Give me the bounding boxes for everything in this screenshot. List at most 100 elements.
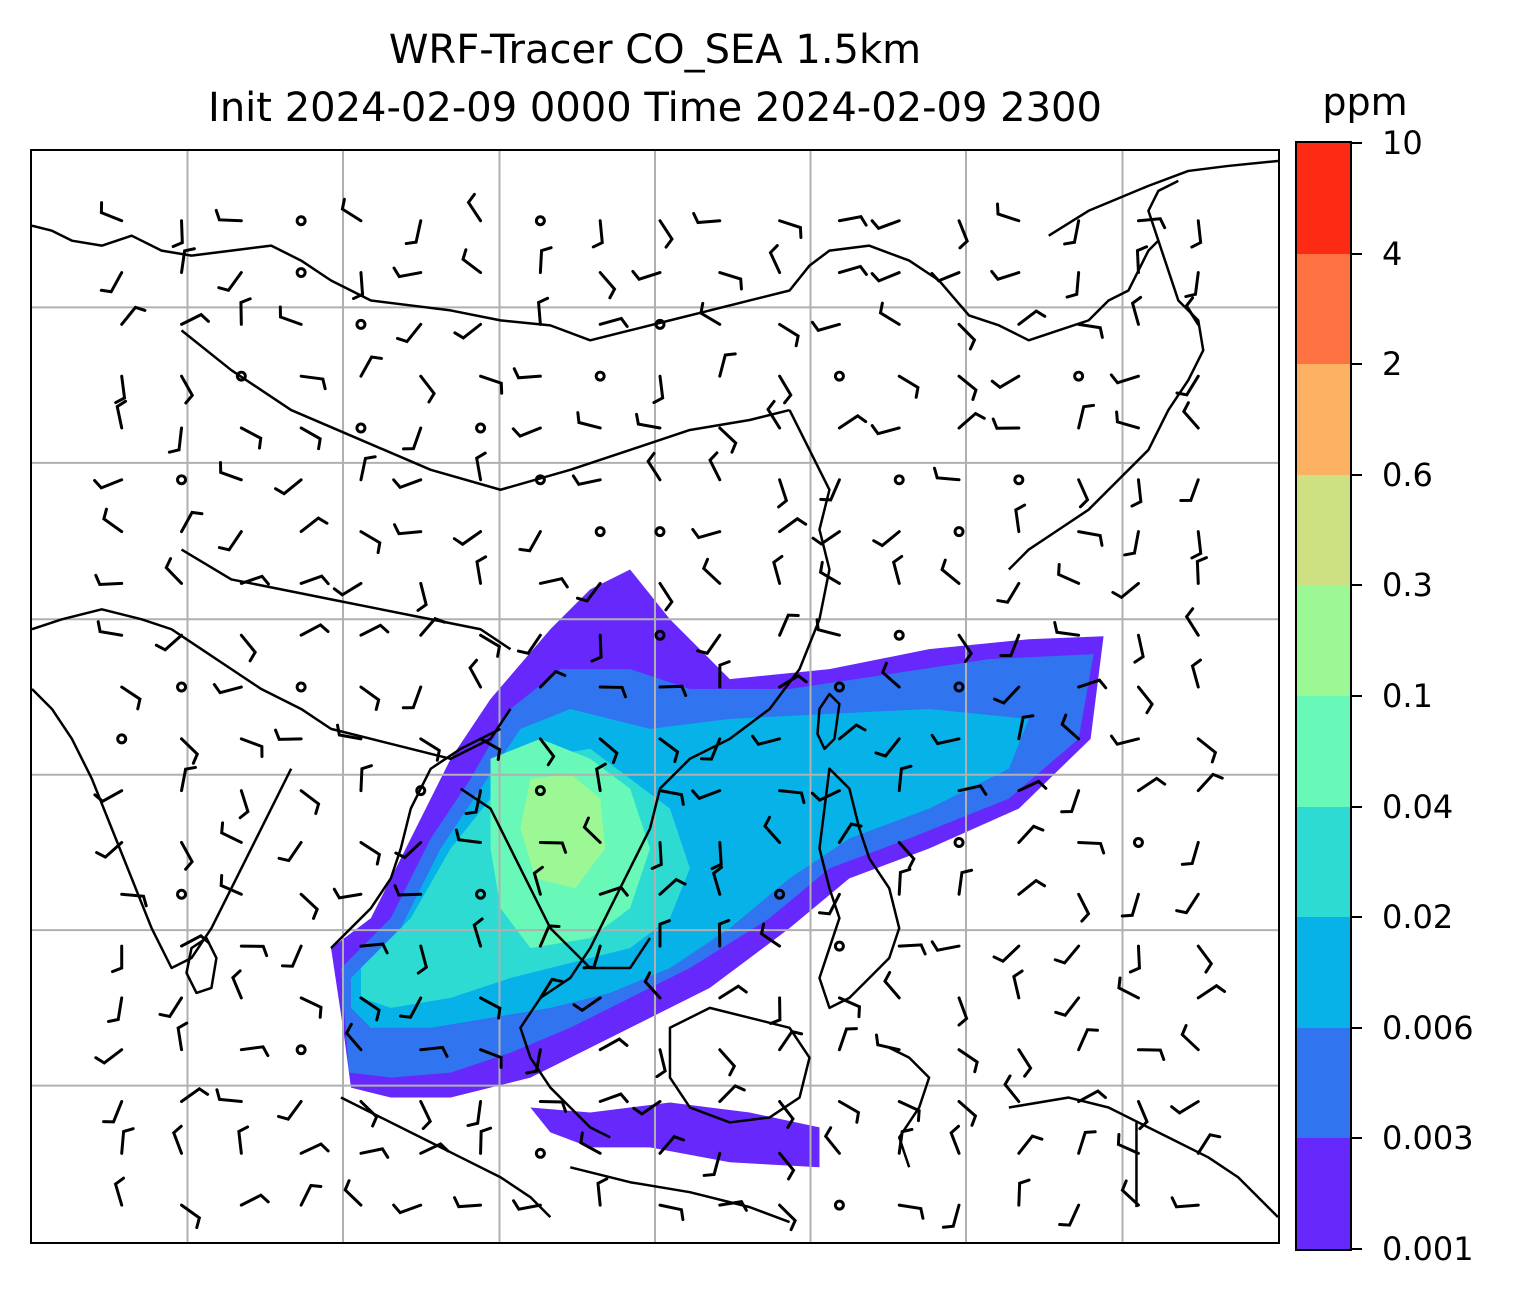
wind-barb-191 (658, 789, 685, 806)
wind-barb-21 (392, 266, 423, 279)
wind-barb-10 (837, 214, 868, 227)
wind-barb-204 (277, 840, 303, 863)
wind-barb-326 (113, 1176, 126, 1207)
wind-barb-266 (957, 996, 969, 1027)
wind-barb-200 (1196, 772, 1224, 793)
wind-barb-286 (1077, 1028, 1099, 1052)
calm-wind-marker (1013, 474, 1025, 486)
wind-barb-236 (239, 944, 269, 958)
wind-barb-331 (392, 1203, 423, 1215)
wind-barb-64 (990, 374, 1021, 390)
wind-barb-211 (710, 840, 723, 870)
colorbar-segment-1 (1297, 1027, 1350, 1139)
wind-barb-150 (1184, 607, 1200, 637)
colorbar-tick-2 (1352, 1026, 1362, 1029)
colorbar-tick-label-8: 2 (1382, 345, 1403, 384)
wind-barb-155 (468, 658, 483, 689)
wind-barb-180 (1017, 714, 1035, 741)
wind-barb-80 (991, 417, 1021, 430)
wind-barb-98 (1179, 478, 1200, 503)
calm-wind-marker (1132, 836, 1144, 848)
wind-barb-309 (171, 1124, 184, 1155)
wind-barb-16 (1190, 219, 1203, 249)
calm-wind-marker (355, 422, 367, 434)
colorbar-tick-7 (1352, 473, 1362, 476)
wind-barb-192 (691, 789, 722, 801)
wind-barb-179 (930, 733, 961, 746)
colorbar-tick-label-9: 4 (1382, 234, 1403, 273)
border-china-inland (180, 329, 790, 492)
wind-barb-159 (718, 660, 731, 689)
wind-barb-298 (632, 1100, 662, 1116)
colorbar-segment-0 (1297, 1137, 1350, 1249)
wind-barb-244 (717, 918, 731, 948)
calm-wind-marker (833, 681, 845, 693)
map-title-line-1: WRF-Tracer CO_SEA 1.5km (388, 27, 922, 73)
wind-barb-81 (1077, 403, 1096, 430)
colorbar-tick-label-10: 10 (1382, 124, 1423, 162)
wind-barb-339 (941, 1203, 961, 1229)
wind-barb-328 (239, 1193, 270, 1207)
wind-barb-112 (1077, 530, 1104, 547)
wind-barb-176 (751, 734, 782, 747)
coastline-asia-north (32, 179, 1179, 342)
wind-barb-93 (777, 478, 789, 509)
wind-barb-288 (1180, 1023, 1200, 1052)
wind-barb-101 (217, 530, 243, 552)
coastline-indochina (519, 827, 652, 1139)
wind-barb-17 (99, 271, 124, 294)
wind-barb-296 (538, 1100, 568, 1113)
wind-barb-251 (1196, 944, 1214, 974)
wind-barb-12 (957, 219, 969, 250)
wind-barb-207 (454, 828, 483, 844)
wind-barb-66 (1175, 374, 1200, 397)
wind-barb-310 (237, 1125, 250, 1155)
colorbar-tick-9 (1352, 252, 1362, 255)
wind-barb-284 (957, 1048, 979, 1074)
calm-wind-marker (654, 318, 666, 330)
calm-wind-marker (534, 215, 546, 227)
wind-barb-24 (598, 271, 617, 300)
wind-barb-208 (538, 840, 568, 854)
wind-barb-235 (180, 934, 210, 948)
wind-barb-148 (1053, 620, 1081, 637)
wind-barb-294 (419, 1100, 433, 1131)
wind-barb-121 (475, 555, 488, 585)
wind-barb-36 (180, 312, 210, 326)
wind-barb-86 (274, 478, 303, 496)
wind-barb-124 (658, 581, 674, 612)
wind-barb-154 (401, 685, 423, 710)
wind-barb-129 (940, 558, 961, 585)
wind-barb-111 (1014, 503, 1027, 534)
calm-wind-marker (355, 318, 367, 330)
wind-barb-149 (1133, 633, 1145, 664)
wind-barb-263 (769, 996, 782, 1025)
wind-barb-292 (277, 1100, 303, 1121)
wind-barb-76 (766, 399, 782, 430)
wind-barb-9 (778, 219, 803, 239)
wind-barb-7 (658, 219, 674, 249)
wind-barb-233 (1175, 892, 1200, 915)
calm-wind-marker (116, 733, 128, 745)
coastline-philippines (818, 767, 901, 1010)
map-gridlines (32, 151, 1278, 1242)
wind-barb-264 (837, 996, 861, 1019)
wind-barb-13 (996, 202, 1021, 223)
wind-barb-70 (299, 426, 322, 451)
wind-barb-126 (772, 554, 784, 585)
wind-barb-91 (646, 451, 662, 482)
wind-barb-144 (778, 613, 800, 637)
wind-barb-97 (1130, 478, 1143, 508)
coastline-korea-japan (1007, 240, 1205, 571)
wind-barb-314 (479, 1126, 493, 1155)
wind-barb-220 (299, 892, 319, 920)
calm-wind-marker (833, 1199, 845, 1211)
wind-barb-274 (344, 1022, 363, 1052)
wind-barb-340 (1017, 1178, 1031, 1207)
wind-barb-332 (453, 1196, 483, 1209)
wind-barb-178 (874, 737, 901, 758)
wind-barb-175 (699, 737, 722, 761)
wind-barb-79 (957, 411, 986, 430)
wind-barb-177 (837, 723, 867, 741)
wind-barb-73 (576, 411, 602, 430)
